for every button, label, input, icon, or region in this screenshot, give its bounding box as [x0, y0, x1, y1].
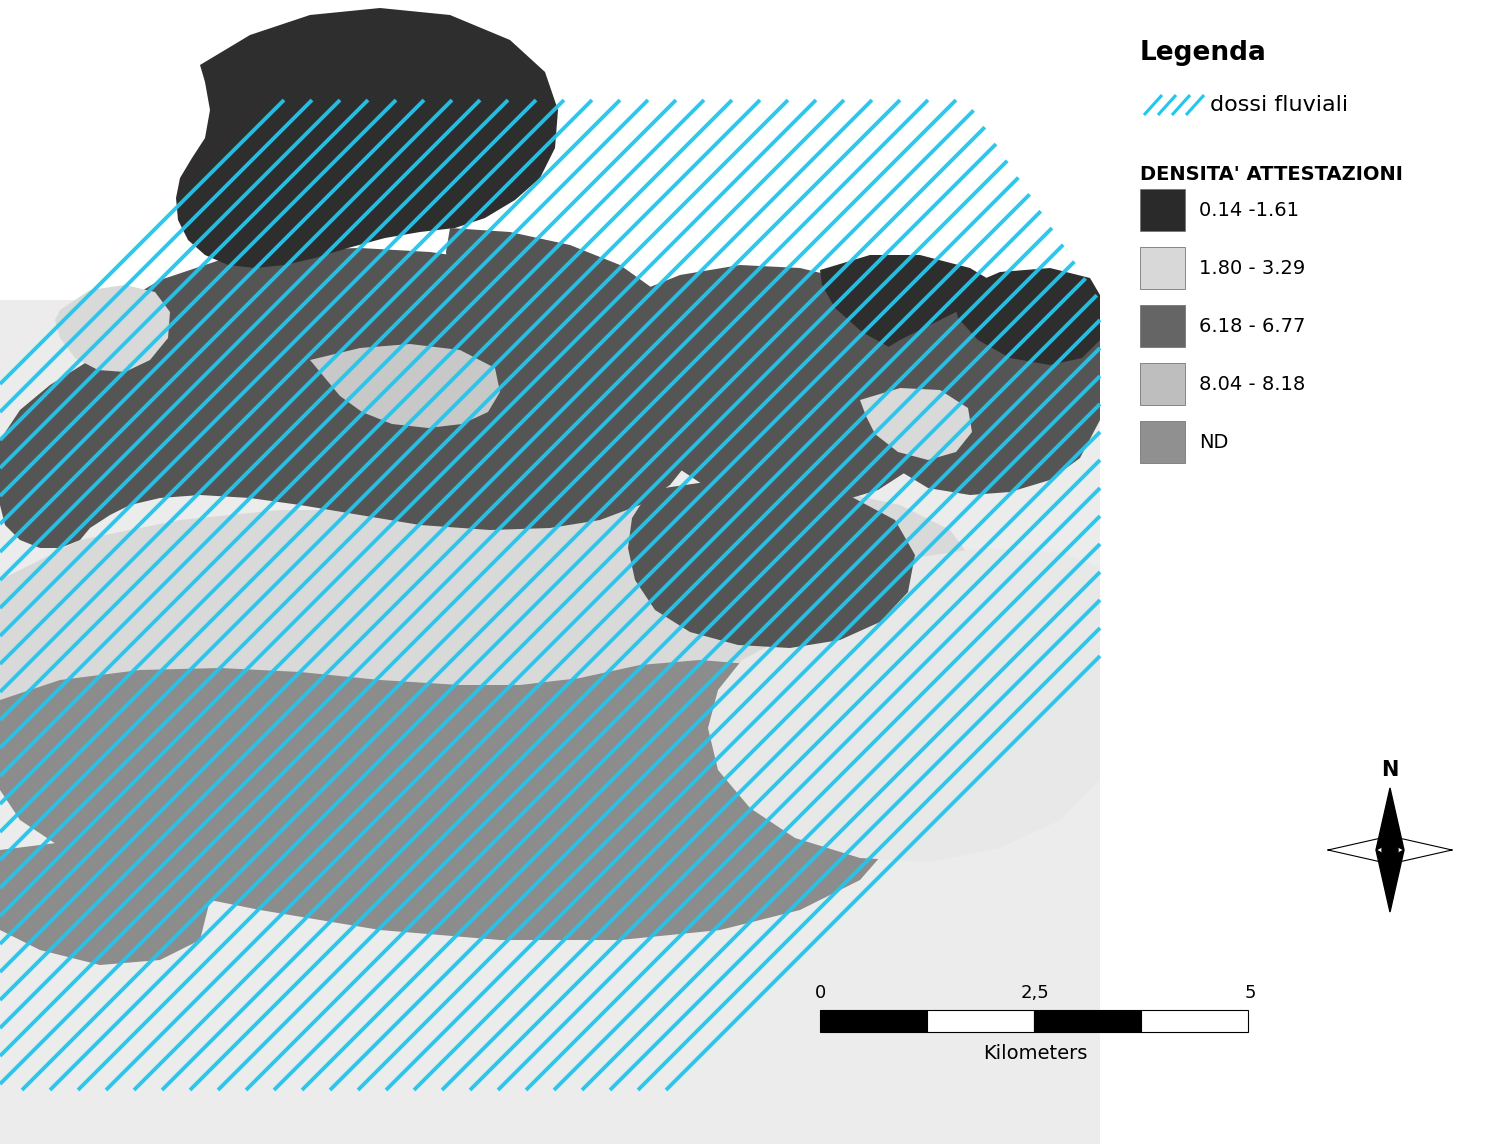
Text: DENSITA' ATTESTAZIONI: DENSITA' ATTESTAZIONI [1140, 165, 1403, 184]
Bar [1140, 421, 1185, 463]
Bar [1142, 1010, 1248, 1032]
Polygon shape [56, 285, 170, 372]
Text: N: N [1382, 760, 1398, 780]
Polygon shape [861, 295, 1099, 495]
Polygon shape [1328, 836, 1389, 864]
Polygon shape [446, 228, 662, 350]
Polygon shape [629, 265, 945, 505]
Polygon shape [0, 490, 990, 869]
Polygon shape [1389, 836, 1452, 864]
Text: 8.04 - 8.18: 8.04 - 8.18 [1199, 374, 1305, 394]
Text: 0.14 -1.61: 0.14 -1.61 [1199, 200, 1299, 220]
Text: ND: ND [1199, 432, 1229, 452]
Bar [1140, 189, 1185, 231]
Bar [927, 1010, 1033, 1032]
Bar [1140, 305, 1185, 347]
Polygon shape [861, 388, 972, 460]
Circle shape [1382, 842, 1398, 858]
Text: Kilometers: Kilometers [982, 1044, 1087, 1063]
Polygon shape [1376, 788, 1404, 850]
Polygon shape [954, 268, 1099, 365]
Text: 2,5: 2,5 [1021, 984, 1050, 1002]
Polygon shape [176, 8, 559, 268]
Polygon shape [0, 660, 910, 940]
Text: dossi fluviali: dossi fluviali [1211, 95, 1349, 116]
Polygon shape [309, 344, 500, 428]
Polygon shape [0, 840, 210, 966]
Text: 0: 0 [814, 984, 826, 1002]
Text: Legenda: Legenda [1140, 40, 1266, 66]
Polygon shape [0, 248, 710, 548]
Bar [1140, 363, 1185, 405]
Text: 1.80 - 3.29: 1.80 - 3.29 [1199, 259, 1305, 278]
Polygon shape [707, 548, 1099, 861]
Text: 6.18 - 6.77: 6.18 - 6.77 [1199, 317, 1305, 335]
Polygon shape [628, 480, 915, 648]
Bar [1033, 1010, 1142, 1032]
Bar [820, 1010, 927, 1032]
Polygon shape [0, 300, 1099, 1144]
Text: 5: 5 [1244, 984, 1256, 1002]
Polygon shape [820, 255, 1021, 362]
Polygon shape [1376, 850, 1404, 912]
Bar [1140, 247, 1185, 289]
